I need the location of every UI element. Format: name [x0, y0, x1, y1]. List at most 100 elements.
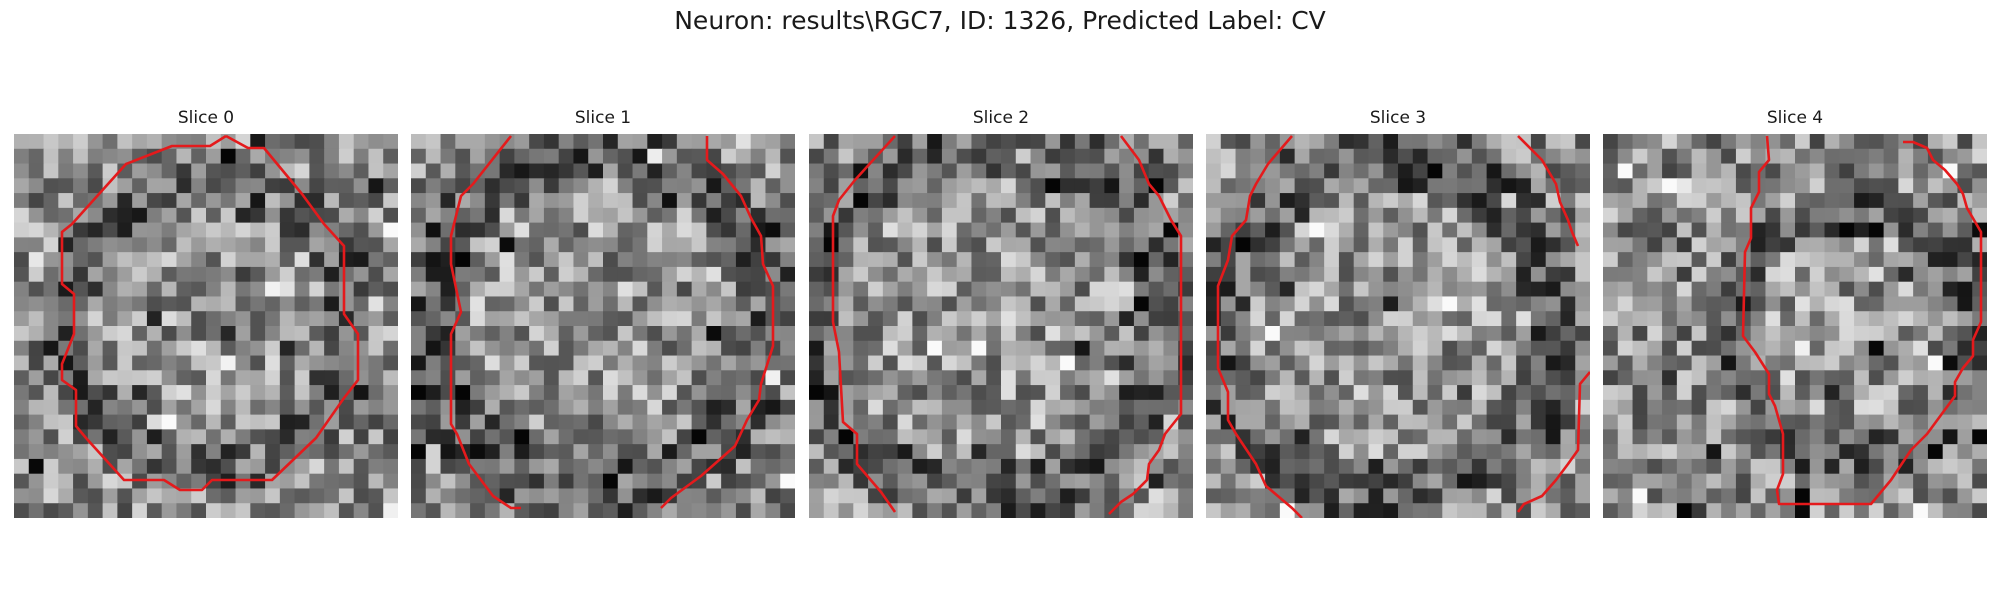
slice-1-outline-right	[660, 136, 775, 509]
pixel	[1089, 148, 1105, 165]
pixel	[1942, 503, 1959, 518]
pixel	[853, 252, 869, 268]
pixel	[1721, 281, 1737, 298]
pixel	[1691, 178, 1707, 194]
pixel	[1647, 178, 1663, 194]
pixel	[1839, 355, 1855, 371]
pixel	[1927, 252, 1944, 268]
pixel	[1839, 281, 1855, 298]
pixel	[1383, 399, 1399, 416]
pixel	[1603, 222, 1619, 238]
pixel	[338, 178, 355, 194]
pixel	[662, 281, 678, 298]
pixel	[132, 385, 148, 401]
pixel	[28, 429, 45, 445]
pixel	[1927, 237, 1944, 253]
pixel	[1809, 473, 1826, 490]
pixel	[956, 370, 973, 386]
pixel	[220, 281, 237, 298]
pixel	[971, 488, 987, 504]
pixel	[1074, 340, 1091, 357]
slice-4-pixel-grid	[1603, 134, 1987, 518]
pixel	[1957, 414, 1973, 430]
pixel	[603, 370, 619, 386]
pixel	[146, 355, 163, 371]
pixel	[765, 414, 781, 430]
pixel	[1603, 193, 1619, 209]
pixel	[1780, 326, 1796, 342]
pixel	[1471, 296, 1488, 312]
pixel	[882, 281, 899, 298]
pixel	[1279, 296, 1296, 312]
slice-2-image	[809, 134, 1193, 518]
pixel	[1516, 473, 1532, 490]
pixel	[58, 473, 74, 490]
pixel	[927, 458, 943, 475]
pixel	[309, 414, 325, 430]
pixel	[1427, 252, 1443, 268]
pixel	[882, 340, 899, 357]
pixel	[294, 148, 310, 165]
pixel	[1206, 193, 1222, 209]
pixel	[1501, 163, 1517, 179]
pixel	[1324, 311, 1340, 327]
pixel	[1060, 311, 1076, 327]
pixel	[28, 237, 45, 253]
pixel	[14, 370, 30, 386]
pixel	[1133, 178, 1150, 194]
pixel	[235, 148, 251, 165]
pixel	[411, 399, 427, 416]
pixel	[1294, 488, 1310, 504]
pixel	[87, 252, 104, 268]
pixel	[1854, 252, 1870, 268]
pixel	[1780, 399, 1796, 416]
pixel	[706, 237, 722, 253]
pixel	[1676, 385, 1693, 401]
pixel	[499, 252, 515, 268]
pixel	[1662, 252, 1678, 268]
pixel	[425, 355, 442, 371]
pixel	[1060, 326, 1076, 342]
pixel	[73, 340, 89, 357]
pixel	[971, 252, 987, 268]
pixel	[1383, 385, 1399, 401]
pixel	[484, 296, 501, 312]
pixel	[1927, 281, 1944, 298]
pixel	[1206, 266, 1222, 283]
pixel	[146, 281, 163, 298]
pixel	[220, 163, 237, 179]
pixel	[1104, 311, 1120, 327]
pixel	[1279, 266, 1296, 283]
pixel	[765, 193, 781, 209]
pixel	[1617, 252, 1634, 268]
pixel	[425, 207, 442, 224]
pixel	[1265, 237, 1281, 253]
pixel	[176, 488, 192, 504]
pixel	[1691, 134, 1707, 150]
pixel	[206, 370, 222, 386]
pixel	[750, 399, 767, 416]
pixel	[986, 326, 1002, 342]
pixel	[1516, 281, 1532, 298]
pixel	[1662, 340, 1678, 357]
pixel	[632, 163, 648, 179]
pixel	[383, 355, 398, 371]
pixel	[941, 370, 958, 386]
pixel	[1721, 458, 1737, 475]
pixel	[691, 444, 707, 460]
pixel	[440, 134, 456, 150]
pixel	[780, 163, 795, 179]
pixel	[1545, 458, 1562, 475]
pixel	[897, 266, 913, 283]
pixel	[1516, 178, 1532, 194]
pixel	[617, 207, 634, 224]
pixel	[1427, 458, 1443, 475]
pixel	[1412, 326, 1429, 342]
pixel	[1560, 340, 1576, 357]
pixel	[440, 370, 456, 386]
pixel	[117, 414, 133, 430]
pixel	[294, 163, 310, 179]
pixel	[1927, 503, 1944, 518]
pixel	[1898, 193, 1914, 209]
pixel	[1617, 444, 1634, 460]
